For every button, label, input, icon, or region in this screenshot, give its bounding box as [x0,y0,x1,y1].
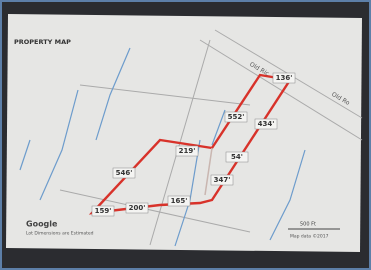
dimension-label: 136' [276,74,293,82]
dimension-label: 200' [129,204,146,212]
dimension-label: 546' [116,169,133,177]
dimension-label: 159' [95,207,112,215]
attribution: Map data ©2017 [290,233,329,240]
note: Lot Dimensions are Estimated [26,231,94,237]
logo: Google [26,220,58,229]
page: {"header": {"title": "PROPERTY MAP"}, "r… [0,0,371,270]
title: PROPERTY MAP [14,38,71,46]
dimension-label: 552' [228,113,245,121]
dimension-label: 347' [214,176,231,184]
photo: PROPERTY MAP Old Ric Old Ro 136'552'434'… [0,0,371,270]
dimension-label: 165' [171,197,188,205]
screen [6,14,362,252]
dimension-label: 54' [231,153,243,161]
dimension-label: 219' [179,147,196,155]
dimension-label: 434' [258,120,275,128]
scale-label: 500 Ft [300,222,316,228]
